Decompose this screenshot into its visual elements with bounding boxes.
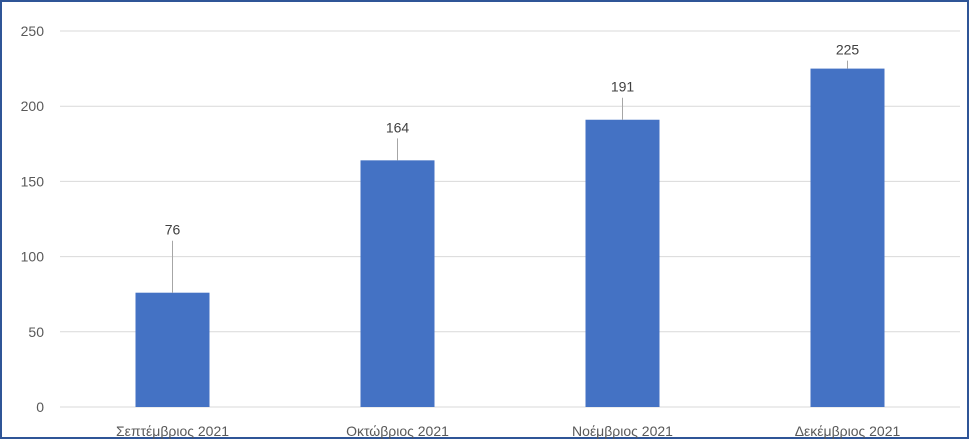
bar-4: [810, 68, 885, 407]
bar-3: [585, 119, 660, 408]
data-label-2: 164: [386, 119, 410, 135]
x-tick-label-2: Οκτώβριος 2021: [346, 423, 449, 439]
data-label-4: 225: [836, 42, 860, 58]
y-tick-label-250: 250: [21, 23, 45, 39]
y-tick-label-0: 0: [36, 399, 44, 415]
y-tick-label-200: 200: [21, 98, 45, 114]
bar-2: [360, 160, 435, 407]
x-tick-label-3: Νοέμβριος 2021: [572, 423, 673, 439]
data-label-1: 76: [165, 222, 181, 238]
y-tick-label-150: 150: [21, 173, 45, 189]
x-tick-label-1: Σεπτέμβριος 2021: [116, 423, 229, 439]
y-tick-label-100: 100: [21, 249, 45, 265]
data-label-3: 191: [611, 79, 635, 95]
bar-1: [135, 292, 210, 407]
y-tick-label-50: 50: [28, 324, 44, 340]
x-tick-label-4: Δεκέμβριος 2021: [795, 423, 901, 439]
